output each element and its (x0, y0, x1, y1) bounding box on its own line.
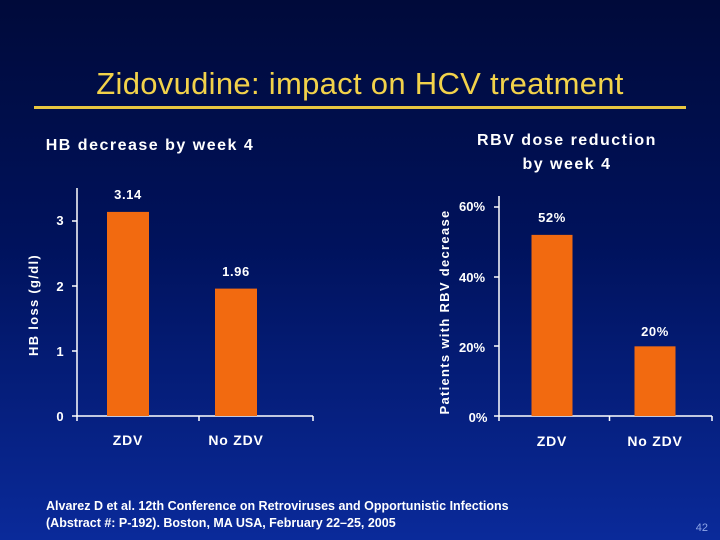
chart1-ytick-label: 3 (56, 213, 63, 228)
chart1-ytick-label: 2 (56, 279, 63, 294)
chart2-bar (634, 346, 676, 416)
chart1-value-label: 3.14 (114, 187, 142, 202)
chart2-bar (531, 234, 573, 416)
chart1-bar (107, 211, 149, 416)
citation-line-1: Alvarez D et al. 12th Conference on Retr… (46, 499, 509, 513)
chart1-ytick-label: 1 (56, 344, 63, 359)
chart1-value-label: 1.96 (222, 264, 250, 279)
chart1-ytick-label: 0 (56, 409, 63, 424)
citation-line-2: (Abstract #: P-192). Boston, MA USA, Feb… (46, 516, 396, 530)
chart1-category-label: No ZDV (208, 432, 263, 448)
page-number: 42 (695, 522, 708, 534)
chart2-category-label: No ZDV (627, 433, 682, 449)
chart1-title: HB decrease by week 4 (46, 137, 255, 154)
chart2-title-line2: by week 4 (522, 156, 611, 173)
chart2-y-axis-label: Patients with RBV decrease (437, 209, 452, 414)
chart2-title-line1: RBV dose reduction (477, 132, 657, 149)
title-underline (34, 106, 686, 109)
chart2-ytick-label: 20% (459, 340, 485, 355)
chart2-value-label: 52% (538, 210, 566, 225)
chart2-category-label: ZDV (537, 433, 567, 449)
chart2-ytick-label: 60% (459, 199, 485, 214)
citation: Alvarez D et al. 12th Conference on Retr… (46, 498, 509, 532)
chart1-category-label: ZDV (113, 432, 143, 448)
slide-title: Zidovudine: impact on HCV treatment (96, 66, 624, 101)
chart2-value-label: 20% (641, 324, 669, 339)
chart2-ytick-label: 40% (459, 270, 485, 285)
chart2-ytick-label: 0% (469, 410, 488, 425)
chart1-y-axis-label: HB loss (g/dl) (26, 254, 41, 356)
chart-marks (72, 188, 713, 421)
chart1-bar (215, 288, 257, 416)
